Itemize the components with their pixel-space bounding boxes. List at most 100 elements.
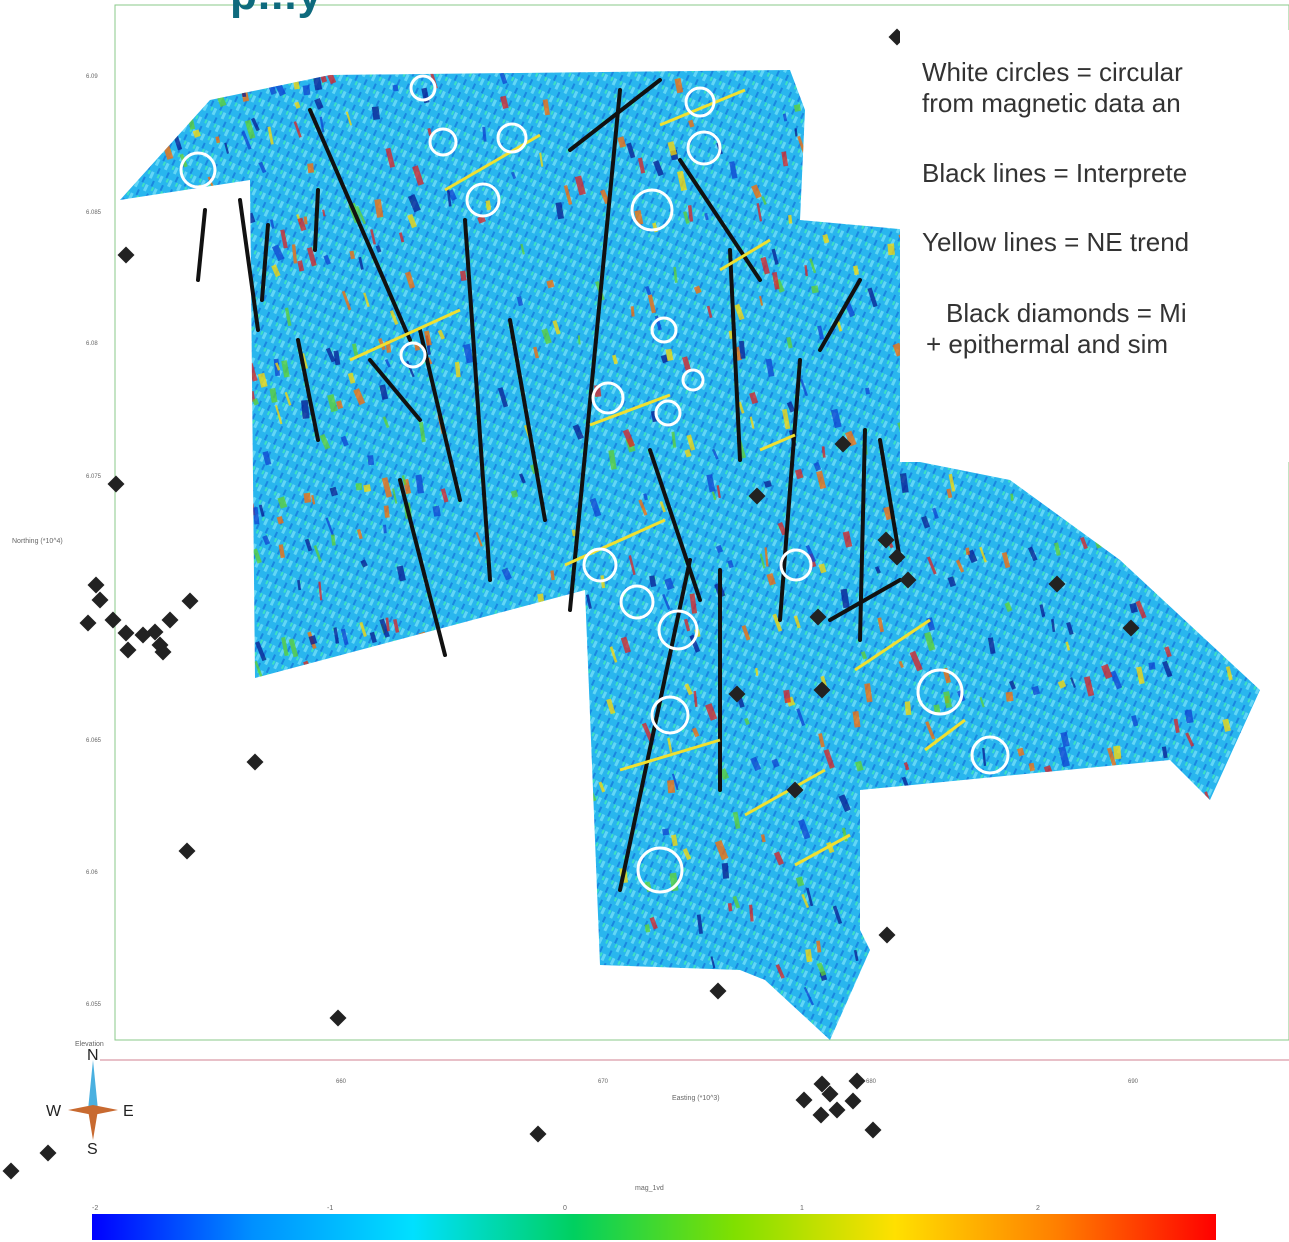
circle-feature <box>681 368 705 392</box>
y-tick: 6.075 <box>86 474 102 480</box>
slide-title: p...y <box>230 0 323 20</box>
structure-line <box>568 88 622 612</box>
circle-feature <box>657 609 699 651</box>
mineral-diamond <box>709 982 727 1000</box>
legend-black-lines: Black lines = Interprete <box>922 158 1188 188</box>
structure-line <box>858 428 867 642</box>
ne-trend-line <box>794 833 851 867</box>
structure-line <box>260 223 270 302</box>
y-tick: 6.09 <box>86 74 98 80</box>
colorbar-tick: 0 <box>563 1205 567 1212</box>
elevation-label: Elevation <box>75 1041 104 1048</box>
ne-trend-line <box>564 518 666 567</box>
structure-line <box>818 278 862 352</box>
ne-trend-line <box>619 738 721 772</box>
mineral-diamond <box>2 1162 20 1180</box>
structure-line <box>308 108 412 342</box>
mineral-diamond <box>813 681 831 699</box>
colorbar-ticks: -2 -1 0 1 2 <box>92 1205 1040 1212</box>
circle-feature <box>179 151 217 189</box>
structure-line <box>463 218 492 582</box>
circle-feature <box>399 341 427 369</box>
mineral-diamond <box>329 1009 347 1027</box>
ne-trend-line <box>659 88 746 127</box>
mineral-diamond <box>178 842 196 860</box>
mineral-diamond <box>39 1144 57 1162</box>
circle-feature <box>619 584 655 620</box>
compass-west: W <box>46 1103 62 1120</box>
colorbar-tick: -2 <box>92 1205 98 1212</box>
legend-circles-line-2: from magnetic data an <box>922 88 1181 118</box>
mineral-diamond <box>1048 575 1066 593</box>
circle-feature <box>636 846 684 894</box>
mineral-diamond <box>821 1085 839 1103</box>
structure-line <box>398 478 447 657</box>
ne-trend-line <box>589 393 671 427</box>
structure-line <box>196 208 207 282</box>
y-axis-label: Northing (*10^4) <box>12 538 63 545</box>
plot-frame <box>114 4 1289 1041</box>
mineral-diamond <box>181 592 199 610</box>
circle-feature <box>650 695 690 735</box>
ne-trend-line <box>744 768 826 817</box>
legend-yellow-lines: Yellow lines = NE trend <box>922 227 1190 257</box>
ne-trend-line <box>924 718 966 752</box>
mineral-diamond <box>134 626 152 644</box>
mineral-diamond <box>888 548 906 566</box>
mineral-diamond <box>104 611 122 629</box>
mineral-diamond <box>848 1072 866 1090</box>
mineral-diamond <box>117 624 135 642</box>
circle-feature <box>779 548 813 582</box>
circle-feature <box>654 399 682 427</box>
colorbar-tick: 2 <box>1036 1205 1040 1212</box>
mineral-diamond <box>813 1075 831 1093</box>
structure-line <box>568 78 662 152</box>
circle-feature <box>970 735 1010 775</box>
structure-line <box>728 248 742 462</box>
mineral-diamond <box>828 1101 846 1119</box>
structure-line <box>313 188 320 252</box>
colorbar-label: mag_1vd <box>635 1185 664 1192</box>
ne-trend-lines <box>349 88 966 867</box>
mineral-diamond <box>899 571 917 589</box>
x-tick: 670 <box>598 1079 609 1085</box>
circle-feature <box>582 547 618 583</box>
ne-trend-line <box>719 238 771 272</box>
mineral-diamond <box>154 643 172 661</box>
structure-line <box>508 318 547 522</box>
y-tick: 6.055 <box>86 1002 102 1008</box>
structure-line <box>368 358 422 422</box>
structure-line <box>778 358 802 622</box>
mineral-diamond <box>87 576 105 594</box>
y-tick: 6.08 <box>86 341 98 347</box>
mineral-diamond <box>786 781 804 799</box>
y-tick: 6.065 <box>86 738 102 744</box>
structure-line <box>418 328 462 502</box>
mineral-diamond <box>107 475 125 493</box>
compass-east: E <box>123 1103 134 1120</box>
circle-feature <box>409 74 437 102</box>
circle-feature <box>630 188 674 232</box>
legend-panel: White circles = circular from magnetic d… <box>900 30 1289 462</box>
mineral-diamond <box>812 1106 830 1124</box>
mineral-diamond <box>1122 619 1140 637</box>
ne-trend-line <box>854 618 931 672</box>
mineral-diamond <box>246 753 264 771</box>
structure-line <box>828 578 902 622</box>
mineral-diamond <box>91 591 109 609</box>
mineral-diamond <box>529 1125 547 1143</box>
ne-trend-line <box>349 308 461 362</box>
structure-line <box>648 448 702 602</box>
legend-diamonds-line-1: Black diamonds = Mi <box>946 298 1187 328</box>
mineral-diamond <box>878 926 896 944</box>
structure-line <box>238 198 260 332</box>
circle-feature <box>465 182 501 218</box>
mineral-diamond <box>795 1091 813 1109</box>
compass-south: S <box>87 1141 98 1158</box>
x-tick: 660 <box>336 1079 347 1085</box>
x-tick-labels: 660 670 680 690 <box>336 1079 1139 1085</box>
circular-features <box>179 74 1010 894</box>
circle-feature <box>684 86 716 118</box>
mineral-diamond <box>119 641 137 659</box>
